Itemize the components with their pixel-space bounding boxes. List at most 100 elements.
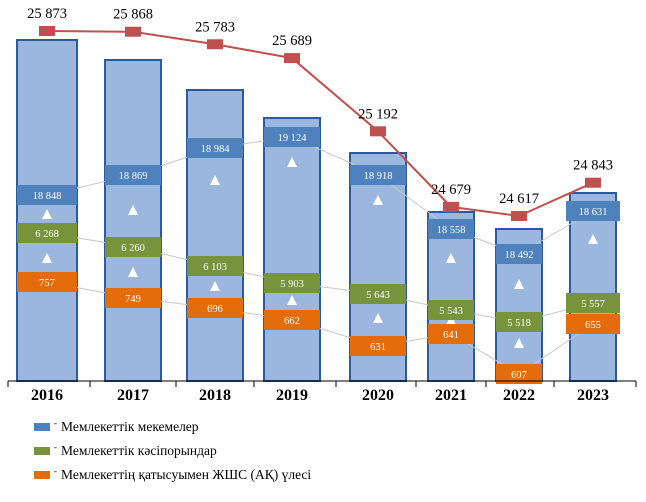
x-tick-label-2017: 2017 <box>117 387 149 404</box>
x-tick-label-2022: 2022 <box>503 387 535 404</box>
data-label-llp-2023: 655 <box>585 320 601 331</box>
data-label-enterprises-2018: 6 103 <box>203 262 227 273</box>
data-label-institutions-2020: 18 918 <box>364 171 393 182</box>
data-label-enterprises-2016: 6 268 <box>35 229 59 240</box>
legend-item-institutions: - Мемлекеттік мекемелер <box>34 416 311 438</box>
x-tick-label-2019: 2019 <box>276 387 308 404</box>
data-label-enterprises-2020: 5 643 <box>366 290 390 301</box>
bar-2021 <box>427 211 475 382</box>
total-marker-2018 <box>207 39 223 50</box>
data-label-enterprises-2019: 5 903 <box>280 279 304 290</box>
label-box-llp-2020 <box>350 336 406 356</box>
total-marker-2019 <box>284 53 300 64</box>
label-box-llp-2022 <box>496 364 542 384</box>
data-label-institutions-2022: 18 492 <box>505 250 534 261</box>
marker-triangle-0-5 <box>446 253 456 263</box>
label-box-llp-2019 <box>264 310 320 330</box>
marker-triangle-0-6 <box>514 279 524 289</box>
label-box-enterprises-2022 <box>496 312 542 332</box>
label-box-institutions-2016 <box>17 185 77 205</box>
total-label-2016: 25 873 <box>27 6 67 22</box>
total-label-2019: 25 689 <box>272 33 312 49</box>
data-label-institutions-2021: 18 558 <box>437 225 466 236</box>
label-box-institutions-2022 <box>496 244 542 264</box>
total-line <box>46 30 594 218</box>
total-marker-2017 <box>125 26 141 37</box>
x-tick-label-2016: 2016 <box>31 387 63 404</box>
data-label-institutions-2023: 18 631 <box>579 207 608 218</box>
data-label-enterprises-2022: 5 518 <box>507 318 531 329</box>
label-box-institutions-2020 <box>350 165 406 185</box>
total-label-2018: 25 783 <box>195 19 235 35</box>
legend-item-llp: - Мемлекеттің қатысуымен ЖШС (АҚ) үлесі <box>34 464 311 486</box>
legend-swatch-enterprises <box>34 447 50 455</box>
legend-item-enterprises: - Мемлекеттік кәсіпорындар <box>34 440 311 462</box>
bar-2018 <box>186 89 244 382</box>
label-box-enterprises-2020 <box>350 284 406 304</box>
legend: - Мемлекеттік мекемелер - Мемлекеттік кә… <box>34 416 311 486</box>
label-box-llp-2017 <box>105 288 161 308</box>
label-box-enterprises-2018 <box>187 256 243 276</box>
data-label-llp-2018: 696 <box>207 304 223 315</box>
label-box-institutions-2019 <box>264 127 320 147</box>
marker-triangle-1-3 <box>287 295 297 305</box>
marker-triangle-0-4 <box>373 195 383 205</box>
total-label-2023: 24 843 <box>573 158 613 174</box>
legend-label-enterprises: Мемлекеттік кәсіпорындар <box>61 443 217 458</box>
legend-swatch-llp <box>34 471 50 479</box>
data-label-llp-2020: 631 <box>370 342 386 353</box>
data-label-institutions-2017: 18 869 <box>119 171 148 182</box>
x-tick-label-2021: 2021 <box>435 387 467 404</box>
data-label-institutions-2018: 18 984 <box>201 144 231 155</box>
label-box-institutions-2017 <box>105 165 161 185</box>
x-tick-label-2023: 2023 <box>577 387 609 404</box>
chart: 18 848 18 869 18 984 19 124 18 918 18 558 18 4… <box>7 6 637 404</box>
total-marker-2020 <box>370 126 386 137</box>
legend-label-llp: Мемлекеттің қатысуымен ЖШС (АҚ) үлесі <box>61 467 312 482</box>
label-box-enterprises-2017 <box>105 237 161 257</box>
data-label-llp-2017: 749 <box>125 294 141 305</box>
data-label-institutions-2019: 19 124 <box>278 133 308 144</box>
data-label-enterprises-2023: 5 557 <box>581 299 605 310</box>
total-marker-2021 <box>443 201 459 212</box>
data-label-llp-2016: 757 <box>39 278 55 289</box>
x-tick-label-2018: 2018 <box>199 387 231 404</box>
label-box-llp-2016 <box>17 272 77 292</box>
marker-triangle-0-2 <box>210 175 220 185</box>
marker-triangle-1-6 <box>514 338 524 348</box>
bar-2017 <box>104 59 162 382</box>
bar-2023 <box>569 192 617 382</box>
data-label-llp-2021: 641 <box>443 330 459 341</box>
marker-triangle-0-0 <box>42 209 52 219</box>
label-box-institutions-2018 <box>187 138 243 158</box>
marker-triangle-1-0 <box>42 253 52 263</box>
label-box-llp-2018 <box>187 298 243 318</box>
marker-triangle-1-2 <box>210 281 220 291</box>
total-label-2021: 24 679 <box>431 182 471 198</box>
label-box-enterprises-2019 <box>264 273 320 293</box>
data-label-llp-2019: 662 <box>284 316 300 327</box>
total-marker-2022 <box>511 211 527 221</box>
total-label-2017: 25 868 <box>113 7 153 23</box>
marker-triangle-0-1 <box>128 205 138 215</box>
data-label-enterprises-2017: 6 260 <box>121 243 145 254</box>
x-tick-label-2020: 2020 <box>362 387 394 404</box>
marker-triangle-0-7 <box>588 234 598 244</box>
legend-swatch-institutions <box>34 423 50 431</box>
legend-label-institutions: Мемлекеттік мекемелер <box>61 419 199 434</box>
total-label-2020: 25 192 <box>358 106 398 122</box>
total-marker-2023 <box>585 177 601 188</box>
label-box-institutions-2021 <box>428 219 474 239</box>
label-box-institutions-2023 <box>566 201 620 221</box>
label-box-enterprises-2016 <box>17 223 77 243</box>
data-label-llp-2022: 607 <box>511 370 527 381</box>
data-label-enterprises-2021: 5 543 <box>439 306 463 317</box>
label-box-llp-2023 <box>566 314 620 334</box>
total-marker-2016 <box>39 26 55 36</box>
data-label-institutions-2016: 18 848 <box>33 191 62 202</box>
marker-triangle-1-1 <box>128 267 138 277</box>
marker-triangle-0-3 <box>287 157 297 167</box>
label-box-enterprises-2021 <box>428 300 474 320</box>
marker-triangle-1-4 <box>373 313 383 323</box>
label-box-llp-2021 <box>428 324 474 344</box>
